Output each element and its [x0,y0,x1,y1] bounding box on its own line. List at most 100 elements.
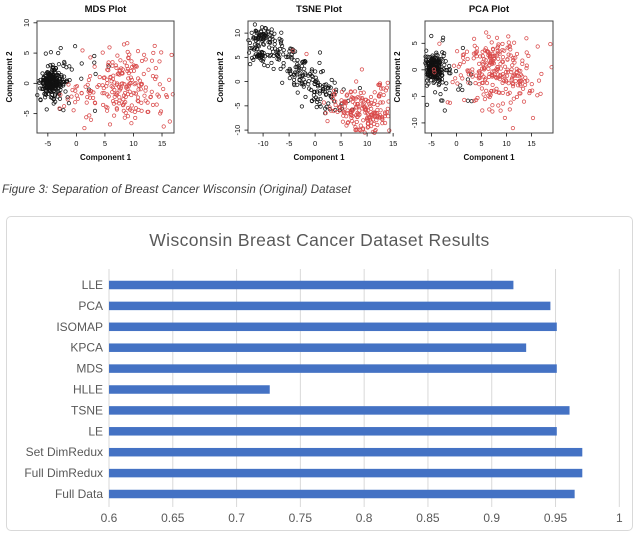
scatter-point-malignant [111,73,116,78]
scatter-point-benign [79,61,84,66]
scatter-point-malignant [380,100,385,105]
scatter-point-malignant [80,48,85,53]
scatter-point-benign [261,42,266,47]
scatter-point-malignant [495,66,501,71]
scatter-point-malignant [490,69,495,74]
scatter-point-malignant [121,42,127,47]
scatter-point-benign [285,69,290,74]
scatter-point-benign [53,79,58,84]
scatter-point-malignant [506,34,511,39]
plot-border [247,20,391,134]
scatter-point-malignant [348,109,353,115]
scatter-point-benign [281,64,286,69]
scatter-point-malignant [149,58,155,63]
scatter-point-malignant [370,129,375,135]
scatter-point-malignant [141,71,146,77]
scatter-point-malignant [480,62,485,67]
scatter-point-benign [438,92,443,97]
scatter-point-malignant [357,112,362,117]
scatter-point-malignant [520,61,525,66]
scatter-point-benign [258,51,263,56]
y-tick-label: -5 [22,110,31,117]
scatter-point-malignant [529,82,534,87]
scatter-point-benign [58,46,63,51]
bar-chart-title: Wisconsin Breast Cancer Dataset Results [149,230,490,250]
scatter-point-malignant [368,117,373,122]
scatter-point-benign [297,77,302,82]
scatter-point-malignant [487,51,492,56]
scatter-point-benign [51,101,56,106]
scatter-point-benign [287,68,292,73]
scatter-point-benign [50,81,55,86]
scatter-point-benign [439,70,444,75]
scatter-point-malignant [503,86,508,91]
bar-isomap [109,322,557,332]
scatter-point-malignant [432,70,437,75]
x-tick-label: 0.7 [228,511,245,525]
scatter-point-malignant [471,56,476,61]
scatter-point-benign [323,106,328,111]
scatter-point-malignant [154,102,159,107]
scatter-point-malignant [153,66,158,71]
y-axis-title: Component 2 [5,51,14,103]
scatter-point-benign [441,53,446,59]
scatter-point-malignant [523,79,528,84]
scatter-point-benign [460,87,465,93]
scatter-point-malignant [495,45,500,50]
scatter-point-malignant [346,120,351,125]
scatter-point-malignant [131,68,137,73]
scatter-point-benign [458,83,463,88]
scatter-point-malignant [143,85,148,90]
scatter-point-malignant [498,72,503,78]
scatter-point-benign [440,38,445,43]
scatter-point-malignant [369,106,374,111]
scatter-point-malignant [84,100,89,105]
scatter-point-malignant [383,120,388,126]
scatter-point-malignant [325,119,330,124]
scatter-point-malignant [514,94,520,99]
scatter-point-benign [266,29,271,34]
scatter-point-malignant [527,89,533,94]
scatter-point-benign [56,62,61,67]
x-tick-label: 15 [158,139,166,148]
scatter-point-malignant [142,93,147,98]
scatter-point-malignant [535,93,540,98]
scatter-point-malignant [129,103,134,108]
scatter-point-benign [47,75,52,80]
scatter-point-malignant [521,86,526,91]
scatter-point-malignant [455,81,460,86]
scatter-point-malignant [517,91,522,96]
bar-mds [109,364,557,373]
scatter-point-benign [426,76,431,81]
scatter-point-malignant [524,66,529,71]
scatter-point-malignant [484,88,489,93]
scatter-point-malignant [117,72,122,77]
scatter-point-benign [61,108,66,113]
scatter-point-malignant [333,102,338,108]
scatter-point-benign [293,49,298,54]
scatter-point-benign [439,73,444,78]
scatter-point-benign [437,60,443,65]
scatter-point-malignant [472,98,477,103]
scatter-point-malignant [505,69,511,74]
scatter-point-benign [261,42,266,47]
x-tick-label: 0.75 [289,511,313,525]
scatter-point-malignant [354,119,359,124]
scatter-point-malignant [91,95,96,100]
scatter-point-benign [248,62,253,67]
scatter-point-malignant [519,78,524,84]
scatter-point-malignant [158,111,163,116]
scatter-point-benign [428,74,433,79]
scatter-point-malignant [478,54,483,59]
scatter-point-benign [281,52,286,57]
scatter-point-benign [287,76,292,81]
scatter-point-benign [66,101,71,106]
scatter-point-benign [295,58,300,63]
x-axis-title: Component 1 [463,153,515,162]
scatter-point-malignant [133,91,138,96]
scatter-point-malignant [496,42,501,47]
scatter-point-benign [312,89,317,94]
scatter-point-malignant [133,115,138,120]
scatter-point-malignant [161,124,166,129]
scatter-point-malignant [483,46,488,51]
